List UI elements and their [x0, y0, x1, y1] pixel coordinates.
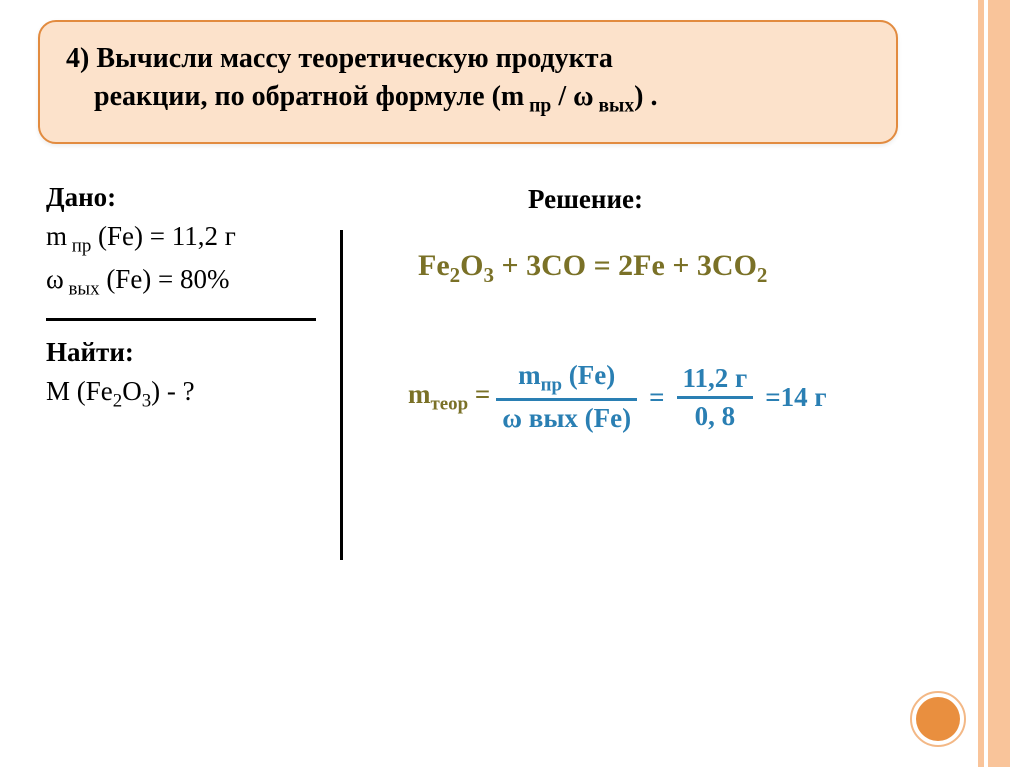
title-sub2: вых [594, 95, 635, 116]
content: Дано: m пр (Fe) = 11,2 г ω вых (Fe) = 80… [28, 182, 1024, 436]
given-heading: Дано: [46, 182, 358, 213]
given-l2-sub: вых [64, 278, 100, 299]
given-line-1: m пр (Fe) = 11,2 г [46, 217, 358, 260]
given-l1-b: (Fe) = 11,2 г [91, 221, 236, 251]
decor-stripe-thin [978, 0, 984, 767]
given-l2-b: (Fe) = 80% [100, 264, 230, 294]
eq-s1: 2 [450, 263, 461, 287]
find-a: M (Fe [46, 376, 113, 406]
title-line2-end: ) . [634, 81, 657, 112]
find-heading: Найти: [46, 337, 358, 368]
chemical-equation: Fe2O3 + 3CO = 2Fe + 3CO2 [418, 249, 918, 288]
given-line-2: ω вых (Fe) = 80% [46, 260, 358, 303]
mass-formula: mтеор = mпр (Fe) ω вых (Fe) = 11,2 г 0, … [408, 358, 918, 436]
find-s1: 2 [113, 391, 122, 412]
solution-column: Решение: Fe2O3 + 3CO = 2Fe + 3CO2 mтеор … [358, 182, 918, 436]
given-l2-a: ω [46, 264, 64, 294]
n1a: m [518, 360, 541, 390]
title-sub1: пр [524, 95, 551, 116]
title-line1: 4) Вычисли массу теоретическую продукта [66, 43, 613, 74]
title-box: 4) Вычисли массу теоретическую продукта … [38, 20, 898, 144]
n1s: пр [541, 374, 562, 395]
lhs: mтеор = [408, 379, 490, 415]
find-s2: 3 [142, 391, 151, 412]
title-line2-mid: / ω [551, 81, 593, 112]
eq-p1: Fe [418, 249, 450, 282]
frac2-den: 0, 8 [689, 399, 742, 434]
lhs-sub: теор [431, 393, 469, 414]
fraction-1: mпр (Fe) ω вых (Fe) [496, 358, 637, 436]
find-line: M (Fe2O3) - ? [46, 372, 358, 415]
lhs-b: = [468, 379, 490, 409]
eq-s3: 2 [757, 263, 768, 287]
frac2-num: 11,2 г [677, 361, 754, 396]
decor-dot-icon [916, 697, 960, 741]
frac1-den: ω вых (Fe) [496, 401, 637, 436]
given-l1-sub: пр [67, 235, 91, 256]
equals-2: = [649, 382, 664, 413]
decor-stripe-wide [988, 0, 1010, 767]
eq-s2: 3 [483, 263, 494, 287]
slide-page: 4) Вычисли массу теоретическую продукта … [0, 0, 1024, 767]
find-b: ) - ? [151, 376, 194, 406]
given-l1-a: m [46, 221, 67, 251]
find-mid: O [122, 376, 142, 406]
given-divider [46, 318, 316, 321]
fraction-2: 11,2 г 0, 8 [677, 361, 754, 434]
title-line2-a: реакции, по обратной формуле (m [94, 81, 524, 112]
n1b: (Fe) [562, 360, 615, 390]
eq-p2: O [460, 249, 483, 282]
result: =14 г [765, 382, 826, 413]
title-text: 4) Вычисли массу теоретическую продукта … [66, 40, 870, 120]
solution-heading: Решение: [528, 184, 918, 215]
frac1-num: mпр (Fe) [512, 358, 621, 398]
given-column: Дано: m пр (Fe) = 11,2 г ω вых (Fe) = 80… [28, 182, 358, 436]
eq-p3: + 3CO = 2Fe + 3CO [494, 249, 757, 282]
lhs-a: m [408, 379, 431, 409]
